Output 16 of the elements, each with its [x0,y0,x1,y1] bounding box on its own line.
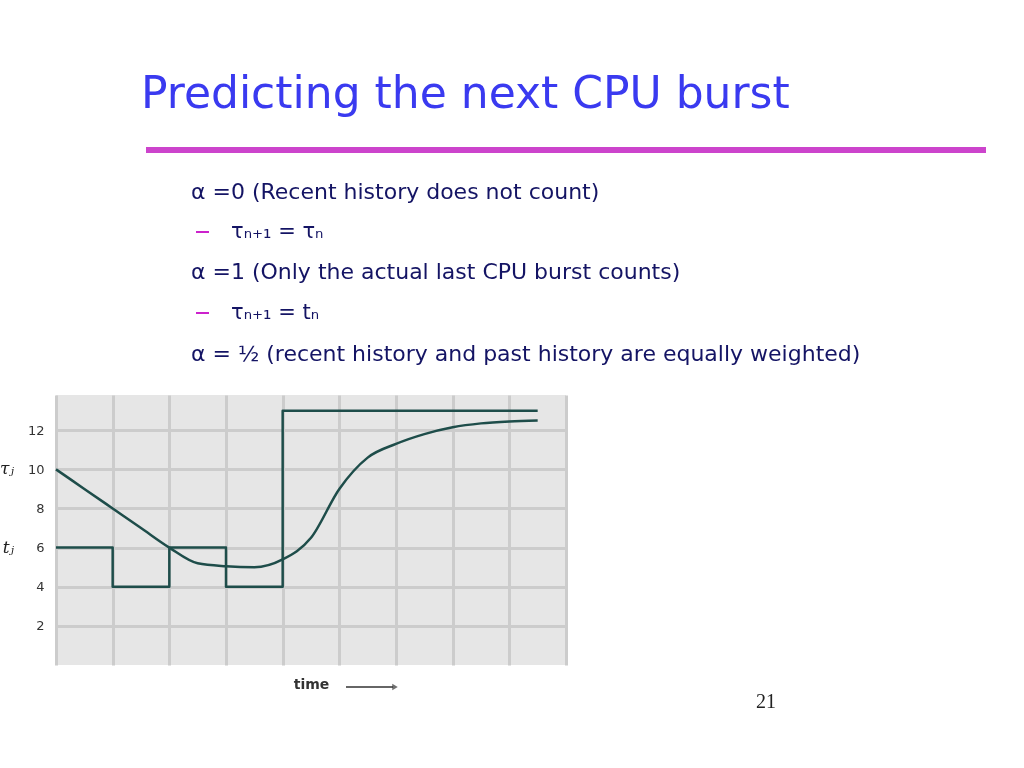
y-tick-label: 2 [36,618,45,634]
text: tⱼ [2,536,15,557]
text: τₙ₊₁ = τₙ [231,219,324,243]
chart-title: Predicting the next CPU burst [141,67,790,118]
y-tick-label: 10 [27,461,45,477]
text: 21 [756,690,776,712]
y-tick-label: 6 [36,540,45,556]
text: α =1 (Only the actual last CPU burst counts) [191,259,681,284]
y-tick-label: 4 [36,579,45,595]
y-tick-label: 8 [36,500,45,516]
text: α = ½ (recent history and past history are equally weighted) [191,341,861,366]
text: τₙ₊₁ = tₙ [231,300,320,324]
text: α =0 (Recent history does not count) [191,179,600,204]
x-axis-title: time [293,675,330,692]
text: τⱼ [0,458,15,479]
y-tick-label: 12 [27,422,45,438]
